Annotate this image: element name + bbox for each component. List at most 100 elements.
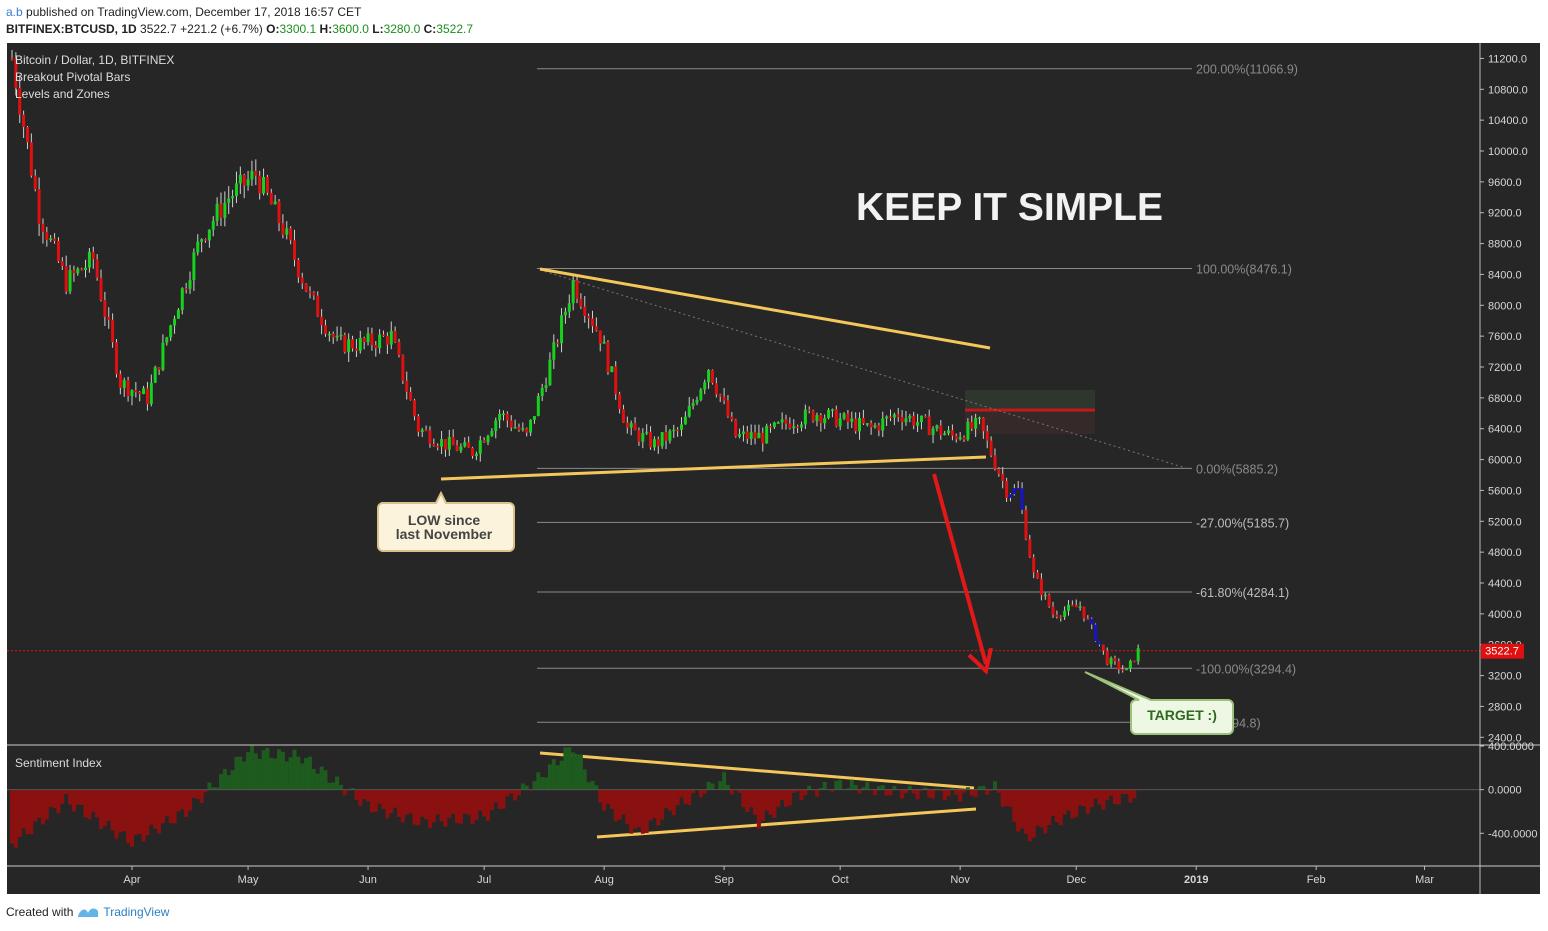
candle bbox=[830, 408, 834, 418]
sentiment-bar bbox=[145, 789, 150, 836]
sentiment-bar bbox=[571, 752, 576, 790]
candle-body bbox=[637, 430, 641, 442]
candle bbox=[1094, 623, 1098, 643]
candle-body bbox=[339, 334, 343, 337]
chart-frame[interactable]: 200.00%(11066.9) 100.00%(8476.1) 0.00%(588… bbox=[7, 43, 1540, 894]
candle bbox=[703, 379, 707, 395]
candle-body bbox=[165, 337, 169, 343]
chart-canvas[interactable]: 200.00%(11066.9) 100.00%(8476.1) 0.00%(588… bbox=[7, 43, 1540, 894]
candle-body bbox=[308, 291, 312, 293]
candle-body bbox=[173, 318, 177, 326]
candle bbox=[343, 332, 347, 354]
sentiment-bar bbox=[75, 789, 80, 805]
sentiment-bar bbox=[350, 788, 355, 790]
candle-body bbox=[366, 333, 370, 343]
candle-body bbox=[591, 318, 594, 327]
candle-body bbox=[68, 270, 72, 292]
sentiment-bar bbox=[664, 789, 669, 808]
candle-body bbox=[714, 383, 718, 395]
candle-body bbox=[1109, 658, 1113, 665]
sentiment-bar bbox=[617, 789, 622, 820]
candle-body bbox=[14, 58, 18, 89]
sentiment-bar bbox=[451, 789, 456, 814]
sentiment-bar bbox=[900, 789, 905, 799]
candle bbox=[718, 393, 722, 403]
candle bbox=[769, 423, 773, 433]
candle-body bbox=[618, 394, 622, 410]
candle-body bbox=[420, 429, 424, 433]
sentiment-bar bbox=[64, 789, 69, 795]
candle bbox=[1128, 659, 1132, 673]
candle bbox=[126, 376, 130, 402]
sentiment-bar bbox=[880, 785, 885, 790]
sentiment-bar bbox=[1112, 789, 1117, 805]
candle-body bbox=[358, 337, 362, 351]
target-callout[interactable]: TARGET :) bbox=[1084, 671, 1234, 735]
candle-body bbox=[145, 388, 149, 405]
sentiment-bar bbox=[814, 789, 819, 797]
sentiment-bar bbox=[280, 751, 285, 790]
fib-level-label: 200.00%(11066.9) bbox=[1196, 63, 1298, 77]
sentiment-bar bbox=[973, 789, 978, 797]
author-link[interactable]: a.b bbox=[6, 5, 23, 19]
candle bbox=[1132, 660, 1136, 663]
candle bbox=[455, 440, 459, 452]
sentiment-bar bbox=[791, 789, 796, 793]
candle-body bbox=[981, 417, 985, 432]
sentiment-bar bbox=[1078, 789, 1083, 806]
sentiment-bar bbox=[602, 789, 607, 811]
candle bbox=[753, 424, 757, 445]
sentiment-bar bbox=[106, 789, 111, 821]
candle-body bbox=[157, 367, 161, 370]
candle-body bbox=[784, 419, 788, 424]
sentiment-bar bbox=[1004, 789, 1009, 807]
sentiment-bar bbox=[427, 789, 432, 828]
low-callout[interactable]: LOW since last November bbox=[377, 490, 515, 552]
candle bbox=[99, 269, 103, 302]
candle bbox=[598, 330, 602, 352]
candle-body bbox=[509, 420, 513, 428]
sentiment-bar bbox=[1081, 789, 1086, 807]
low-callout-box bbox=[377, 490, 515, 552]
sentiment-bar bbox=[989, 789, 994, 791]
candle bbox=[900, 410, 904, 431]
candle-body bbox=[103, 300, 107, 317]
candle-body bbox=[1105, 650, 1109, 665]
sentiment-bar bbox=[609, 789, 614, 809]
candle-body bbox=[838, 418, 842, 427]
candle-body bbox=[722, 396, 726, 401]
candle bbox=[513, 419, 517, 429]
candle bbox=[1136, 644, 1140, 665]
price-axis-bg[interactable] bbox=[1480, 43, 1540, 894]
y-tick-label: 10000.0 bbox=[1488, 146, 1528, 158]
sentiment-bar bbox=[17, 789, 22, 838]
sentiment-bar bbox=[1128, 789, 1133, 803]
sentiment-bar bbox=[226, 775, 231, 790]
sentiment-bar bbox=[48, 789, 53, 807]
candle bbox=[45, 226, 49, 247]
candle bbox=[238, 166, 242, 194]
candle-body bbox=[769, 425, 773, 428]
sentiment-bar bbox=[400, 789, 405, 823]
sentiment-bar bbox=[1109, 789, 1114, 796]
legend-indicator-2: Levels and Zones bbox=[15, 87, 110, 101]
sentiment-bar bbox=[524, 785, 529, 790]
tradingview-link[interactable]: TradingView bbox=[103, 905, 170, 919]
candle bbox=[621, 404, 625, 423]
candle bbox=[1109, 656, 1113, 668]
sentiment-bar bbox=[331, 782, 336, 790]
candle-body bbox=[200, 239, 204, 242]
candle bbox=[912, 411, 916, 430]
sentiment-bar bbox=[516, 789, 521, 796]
sentiment-bar bbox=[818, 787, 823, 790]
candle bbox=[1036, 569, 1040, 579]
candle-body bbox=[745, 431, 749, 439]
candle bbox=[385, 332, 389, 355]
candle bbox=[939, 420, 943, 440]
candle bbox=[339, 326, 343, 341]
candle-body bbox=[676, 429, 680, 432]
sentiment-bar bbox=[153, 789, 158, 829]
candle-body bbox=[37, 189, 41, 224]
candle bbox=[1016, 480, 1020, 490]
candle bbox=[91, 246, 95, 269]
